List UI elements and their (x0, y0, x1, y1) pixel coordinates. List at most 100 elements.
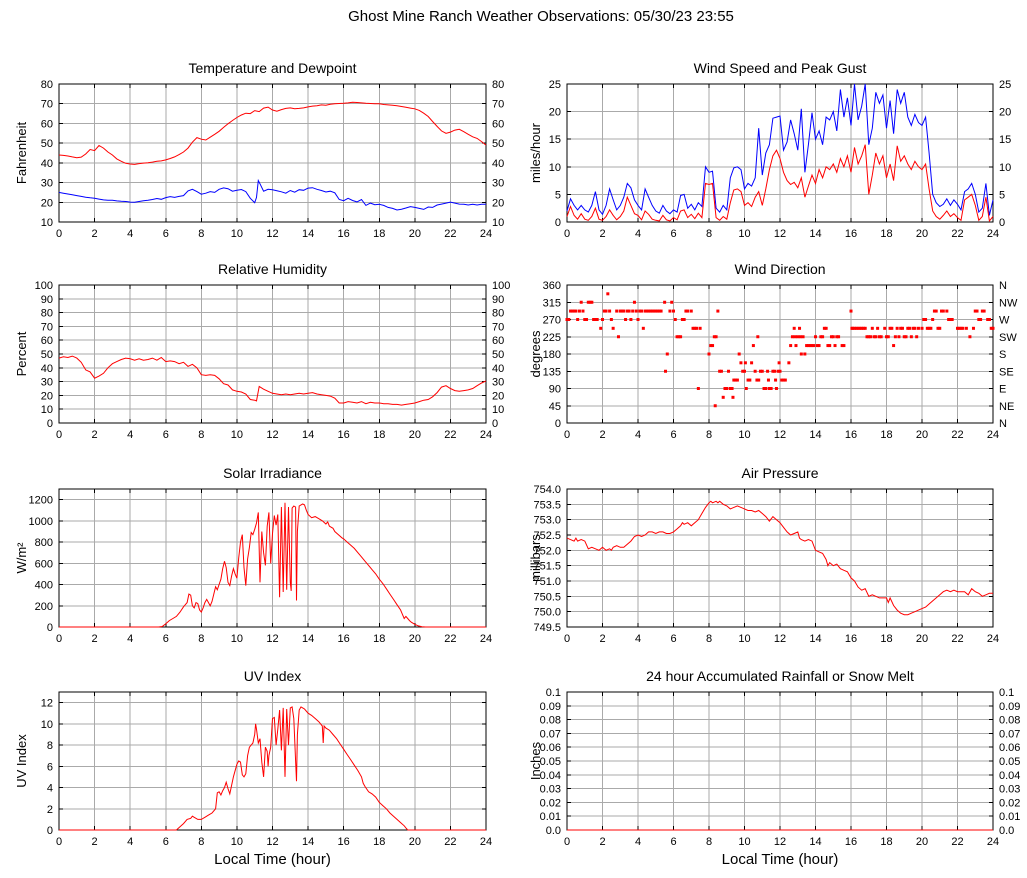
svg-text:10: 10 (492, 217, 504, 229)
y-axis-label-fahrenheit: Fahrenheit (14, 121, 29, 185)
svg-text:10: 10 (549, 162, 561, 174)
svg-text:6: 6 (163, 836, 169, 848)
y-axis-label-inches: Inches (528, 741, 543, 781)
svg-text:25: 25 (549, 80, 561, 91)
svg-text:20: 20 (409, 228, 421, 240)
svg-text:22: 22 (951, 633, 963, 645)
svg-text:24: 24 (480, 228, 492, 240)
svg-text:22: 22 (951, 429, 963, 441)
svg-text:NW: NW (999, 297, 1018, 309)
svg-text:752.5: 752.5 (533, 530, 561, 542)
svg-text:18: 18 (880, 228, 892, 240)
svg-text:24: 24 (987, 429, 999, 441)
svg-text:20: 20 (409, 429, 421, 441)
svg-text:8: 8 (198, 633, 204, 645)
svg-text:30: 30 (492, 178, 504, 190)
svg-text:0.02: 0.02 (540, 797, 561, 809)
svg-text:14: 14 (809, 429, 821, 441)
svg-text:0: 0 (56, 836, 62, 848)
svg-text:24: 24 (987, 633, 999, 645)
svg-text:12: 12 (774, 633, 786, 645)
svg-text:20: 20 (492, 197, 504, 209)
svg-text:4: 4 (635, 228, 641, 240)
svg-text:N: N (999, 281, 1007, 292)
svg-text:2: 2 (92, 836, 98, 848)
svg-text:0.0: 0.0 (999, 825, 1014, 837)
svg-text:0.05: 0.05 (999, 756, 1020, 768)
svg-text:8: 8 (706, 228, 712, 240)
svg-text:0: 0 (492, 418, 498, 430)
svg-text:12: 12 (774, 429, 786, 441)
svg-text:200: 200 (35, 601, 53, 613)
svg-text:8: 8 (198, 836, 204, 848)
svg-text:5: 5 (999, 189, 1005, 201)
page-title: Ghost Mine Ranch Weather Observations: 0… (348, 8, 734, 25)
svg-text:10: 10 (738, 836, 750, 848)
svg-text:20: 20 (916, 429, 928, 441)
svg-text:315: 315 (543, 297, 561, 309)
svg-text:2: 2 (92, 633, 98, 645)
svg-text:0: 0 (47, 418, 53, 430)
svg-text:0: 0 (564, 429, 570, 441)
svg-text:4: 4 (127, 228, 133, 240)
svg-text:10: 10 (231, 228, 243, 240)
svg-text:4: 4 (635, 836, 641, 848)
svg-text:225: 225 (543, 332, 561, 344)
svg-text:750.0: 750.0 (533, 607, 561, 619)
svg-text:6: 6 (670, 836, 676, 848)
svg-text:N: N (999, 418, 1007, 430)
y-axis-label-millibars: millibars (528, 534, 543, 582)
svg-text:6: 6 (163, 633, 169, 645)
chart-title-solar-irradiance: Solar Irradiance (223, 465, 322, 481)
svg-text:70: 70 (41, 321, 53, 333)
svg-text:20: 20 (492, 390, 504, 402)
svg-text:16: 16 (338, 429, 350, 441)
svg-text:753.5: 753.5 (533, 499, 561, 511)
svg-text:8: 8 (706, 633, 712, 645)
svg-text:751.5: 751.5 (533, 561, 561, 573)
svg-text:18: 18 (373, 429, 385, 441)
svg-text:100: 100 (35, 281, 53, 292)
svg-text:20: 20 (41, 390, 53, 402)
svg-text:2: 2 (92, 228, 98, 240)
svg-text:70: 70 (492, 99, 504, 111)
svg-text:2: 2 (599, 633, 605, 645)
svg-text:10: 10 (738, 429, 750, 441)
svg-text:0: 0 (555, 217, 561, 229)
svg-text:20: 20 (916, 633, 928, 645)
svg-text:60: 60 (41, 335, 53, 347)
svg-text:22: 22 (444, 836, 456, 848)
svg-text:12: 12 (41, 698, 53, 710)
svg-text:400: 400 (35, 580, 53, 592)
svg-text:0.06: 0.06 (999, 742, 1020, 754)
svg-text:30: 30 (41, 377, 53, 389)
svg-text:16: 16 (845, 633, 857, 645)
svg-text:24: 24 (987, 228, 999, 240)
svg-text:24: 24 (987, 836, 999, 848)
svg-text:16: 16 (845, 429, 857, 441)
svg-text:15: 15 (549, 134, 561, 146)
svg-text:0.1: 0.1 (999, 688, 1014, 699)
svg-text:22: 22 (951, 228, 963, 240)
svg-text:80: 80 (41, 308, 53, 320)
svg-text:2: 2 (599, 836, 605, 848)
svg-text:50: 50 (41, 349, 53, 361)
svg-text:10: 10 (41, 719, 53, 731)
svg-text:0: 0 (56, 429, 62, 441)
svg-text:80: 80 (41, 80, 53, 91)
y-axis-label-watts-per-m2: W/m² (14, 542, 29, 574)
svg-text:5: 5 (555, 189, 561, 201)
svg-text:20: 20 (916, 228, 928, 240)
svg-text:10: 10 (231, 836, 243, 848)
chart-temperature-dewpoint: Temperature and Dewpoint Fahrenheit 10 10… (0, 56, 513, 242)
svg-text:40: 40 (492, 363, 504, 375)
svg-text:80: 80 (492, 80, 504, 91)
svg-text:30: 30 (41, 178, 53, 190)
svg-text:18: 18 (373, 836, 385, 848)
svg-text:18: 18 (880, 836, 892, 848)
svg-text:12: 12 (266, 228, 278, 240)
svg-text:12: 12 (774, 836, 786, 848)
